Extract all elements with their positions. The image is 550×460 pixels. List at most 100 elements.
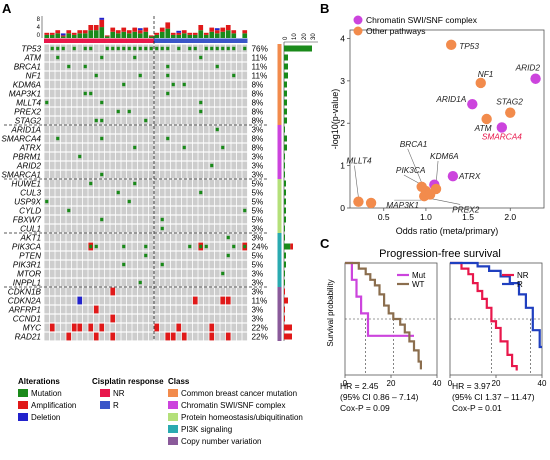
- oncoprint-cell: [192, 332, 198, 341]
- mutation-mark: [116, 109, 120, 114]
- legend-class-swatch: [168, 413, 178, 421]
- percent-label: 8%: [252, 135, 264, 144]
- oncoprint-cell: [60, 152, 66, 161]
- response-cell: [49, 38, 55, 43]
- oncoprint-cell: [60, 98, 66, 107]
- oncoprint-cell: [55, 215, 61, 224]
- stat-ci: (95% CI 1.37 – 11.47): [452, 392, 535, 402]
- oncoprint-cell: [49, 80, 55, 89]
- oncoprint-cell: [159, 251, 165, 260]
- oncoprint-cell: [187, 107, 193, 116]
- oncoprint-cell: [181, 98, 187, 107]
- oncoprint-cell: [165, 251, 171, 260]
- oncoprint-cell: [225, 161, 231, 170]
- response-cell: [170, 38, 176, 43]
- oncoprint-cell: [115, 332, 121, 341]
- oncoprint-cell: [236, 314, 242, 323]
- oncoprint-cell: [159, 125, 165, 134]
- km-legend-label: NR: [517, 271, 529, 280]
- oncoprint-cell: [225, 197, 231, 206]
- oncoprint-cell: [110, 197, 116, 206]
- oncoprint-cell: [209, 305, 215, 314]
- oncoprint-cell: [203, 233, 209, 242]
- oncoprint-cell: [55, 116, 61, 125]
- count-bar: [284, 117, 287, 124]
- oncoprint-cell: [159, 170, 165, 179]
- oncoprint-cell: [181, 269, 187, 278]
- oncoprint-cell: [82, 269, 88, 278]
- oncoprint-cell: [242, 314, 248, 323]
- oncoprint-cell: [132, 332, 138, 341]
- oncoprint-cell: [198, 116, 204, 125]
- gene-label: MAP3K1: [9, 90, 41, 99]
- oncoprint-cell: [159, 107, 165, 116]
- stat-hr: HR = 3.97: [452, 381, 491, 391]
- gene-label: PREX2: [14, 108, 41, 117]
- oncoprint-cell: [170, 62, 176, 71]
- mutation-mark: [138, 73, 142, 78]
- top-bar: [88, 25, 94, 31]
- oncoprint-cell: [214, 116, 220, 125]
- oncoprint-cell: [143, 161, 149, 170]
- response-cell: [143, 38, 149, 43]
- oncoprint-cell: [60, 287, 66, 296]
- oncoprint-cell: [192, 89, 198, 98]
- oncoprint-cell: [66, 305, 72, 314]
- oncoprint-cell: [66, 296, 72, 305]
- oncoprint-cell: [203, 116, 209, 125]
- oncoprint-cell: [93, 98, 99, 107]
- response-cell: [55, 38, 61, 43]
- oncoprint-cell: [154, 53, 160, 62]
- oncoprint-cell: [121, 89, 127, 98]
- class-color-cell: [277, 107, 282, 116]
- oncoprint-cell: [82, 206, 88, 215]
- amplification-mark: [49, 323, 55, 332]
- oncoprint-cell: [82, 143, 88, 152]
- oncoprint-cell: [170, 107, 176, 116]
- oncoprint-cell: [82, 278, 88, 287]
- mutation-mark: [144, 46, 148, 51]
- scatter-point-label: ARID2: [515, 63, 541, 73]
- mutation-mark: [50, 46, 54, 51]
- mutation-mark: [166, 73, 170, 78]
- top-bar: [137, 30, 143, 34]
- oncoprint-cell: [209, 260, 215, 269]
- oncoprint-cell: [192, 305, 198, 314]
- gene-label: TP53: [21, 45, 41, 54]
- oncoprint-cell: [93, 260, 99, 269]
- oncoprint-cell: [82, 305, 88, 314]
- oncoprint-cell: [110, 71, 116, 80]
- oncoprint-cell: [209, 197, 215, 206]
- oncoprint-cell: [132, 80, 138, 89]
- oncoprint-cell: [242, 296, 248, 305]
- oncoprint-cell: [137, 287, 143, 296]
- oncoprint-cell: [198, 323, 204, 332]
- oncoprint-cell: [198, 134, 204, 143]
- mutation-mark: [61, 46, 65, 51]
- oncoprint-cell: [181, 179, 187, 188]
- oncoprint-cell: [170, 233, 176, 242]
- scatter-point-label: TP53: [459, 41, 479, 51]
- oncoprint-cell: [60, 206, 66, 215]
- count-bar: [284, 135, 287, 142]
- scatter-point-label: MAP3K1: [386, 200, 419, 210]
- oncoprint-cell: [132, 287, 138, 296]
- oncoprint-cell: [77, 62, 83, 71]
- legend-r-swatch: [100, 401, 110, 409]
- oncoprint-cell: [176, 170, 182, 179]
- oncoprint-cell: [148, 224, 154, 233]
- oncoprint-cell: [55, 89, 61, 98]
- oncoprint-cell: [192, 314, 198, 323]
- oncoprint-cell: [104, 170, 110, 179]
- oncoprint-cell: [60, 125, 66, 134]
- oncoprint-cell: [93, 134, 99, 143]
- percent-label: 22%: [252, 324, 268, 333]
- oncoprint-cell: [187, 80, 193, 89]
- oncoprint-cell: [214, 53, 220, 62]
- response-cell: [121, 38, 127, 43]
- oncoprint-cell: [49, 143, 55, 152]
- top-bar: [181, 33, 187, 38]
- class-color-cell: [277, 125, 282, 134]
- oncoprint-cell: [55, 242, 61, 251]
